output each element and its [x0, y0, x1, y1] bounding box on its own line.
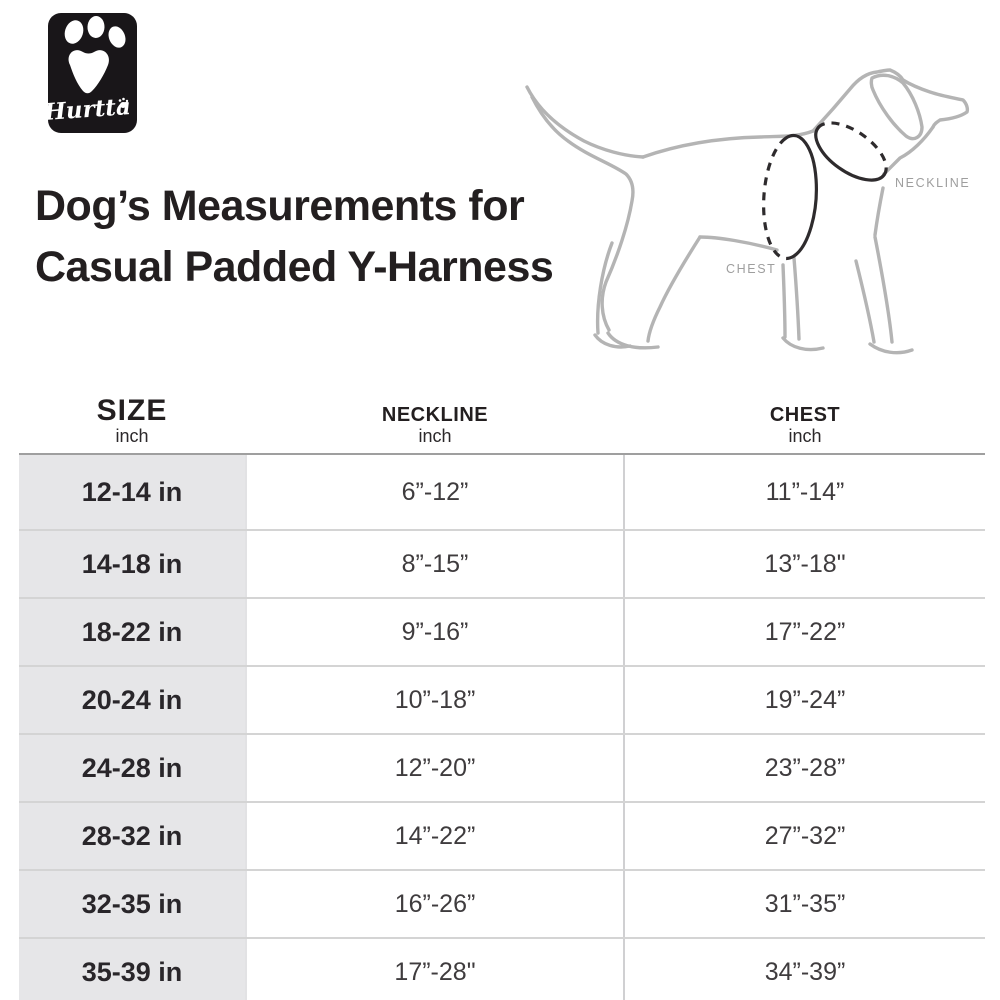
table-row: 12-14 in 6”-12” 11”-14”	[19, 455, 985, 531]
size-cell: 35-39 in	[19, 939, 245, 1000]
size-table-body: 12-14 in 6”-12” 11”-14” 14-18 in 8”-15” 13”-1…	[19, 453, 985, 1000]
neckline-label: NECKLINE	[895, 176, 970, 190]
header-neckline-label: NECKLINE	[381, 404, 489, 426]
header-chest-label: CHEST	[769, 404, 841, 426]
neckline-measure-ellipse	[814, 121, 888, 182]
size-cell: 12-14 in	[19, 455, 245, 529]
logo-wordmark: Hurtta	[48, 93, 132, 126]
neckline-cell: 8”-15”	[245, 531, 625, 597]
table-row: 28-32 in 14”-22” 27”-32”	[19, 803, 985, 871]
chest-label: CHEST	[726, 262, 776, 276]
table-row: 24-28 in 12”-20” 23”-28”	[19, 735, 985, 803]
hurtta-logo: Hurtta	[48, 13, 137, 133]
header-neckline-unit: inch	[418, 426, 452, 446]
page-title-line2: Casual Padded Y-Harness	[35, 243, 554, 291]
page-title-line1: Dog’s Measurements for	[35, 182, 525, 230]
header-size-column: SIZE inch	[19, 386, 245, 453]
table-row: 18-22 in 9”-16” 17”-22”	[19, 599, 985, 667]
neckline-cell: 9”-16”	[245, 599, 625, 665]
size-cell: 32-35 in	[19, 871, 245, 937]
chest-cell: 13”-18"	[764, 549, 846, 578]
chest-cell: 11”-14”	[765, 477, 845, 506]
neckline-cell: 12”-20”	[245, 735, 625, 801]
table-row: 14-18 in 8”-15” 13”-18"	[19, 531, 985, 599]
neckline-cell: 14”-22”	[245, 803, 625, 869]
paw-icon	[64, 16, 126, 94]
chest-cell: 27”-32”	[764, 821, 846, 850]
page-title: Dog’s Measurements for Casual Padded Y-H…	[35, 176, 554, 298]
neckline-cell: 10”-18”	[245, 667, 625, 733]
size-cell: 18-22 in	[19, 599, 245, 665]
logo-mini-paw-icon	[118, 97, 129, 108]
neckline-cell: 6”-12”	[245, 455, 625, 529]
neckline-cell: 17”-28"	[245, 939, 625, 1000]
chest-cell: 31”-35”	[764, 889, 846, 918]
table-row: 32-35 in 16”-26” 31”-35”	[19, 871, 985, 939]
chest-measure-ellipse	[762, 133, 818, 261]
size-cell: 28-32 in	[19, 803, 245, 869]
size-cell: 14-18 in	[19, 531, 245, 597]
size-cell: 20-24 in	[19, 667, 245, 733]
chest-cell: 17”-22”	[764, 617, 846, 646]
header-size-label: SIZE	[96, 394, 168, 427]
header-chest-unit: inch	[788, 426, 822, 446]
size-cell: 24-28 in	[19, 735, 245, 801]
chest-cell: 19”-24”	[764, 685, 846, 714]
header-chest-column: CHEST inch	[625, 386, 985, 453]
table-row: 35-39 in 17”-28" 34”-39”	[19, 939, 985, 1000]
header-size-unit: inch	[115, 426, 149, 446]
table-row: 20-24 in 10”-18” 19”-24”	[19, 667, 985, 735]
header-neckline-column: NECKLINE inch	[245, 386, 625, 453]
dog-diagram: NECKLINE CHEST	[525, 68, 970, 355]
dog-outline-sketch	[525, 68, 970, 355]
chest-cell: 34”-39”	[764, 957, 846, 986]
chest-cell: 23”-28”	[764, 753, 846, 782]
neckline-cell: 16”-26”	[245, 871, 625, 937]
size-table-header: SIZE inch NECKLINE inch CHEST inch	[19, 386, 985, 453]
